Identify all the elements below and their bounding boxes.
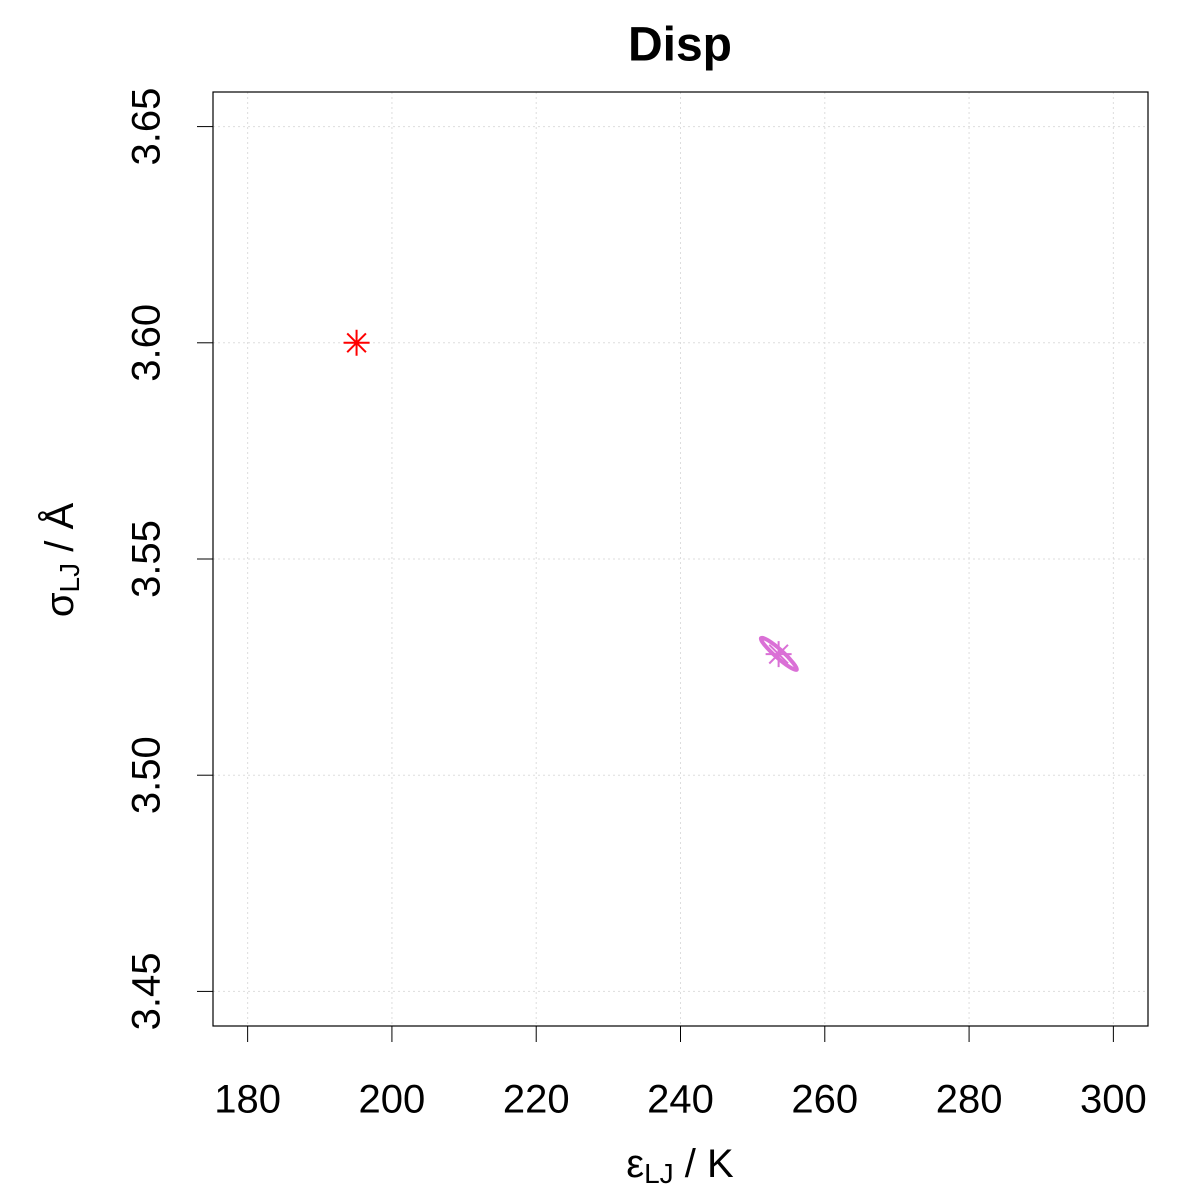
x-label-subscript: LJ [644, 1158, 674, 1189]
contour [758, 635, 799, 672]
y-tick-label: 3.45 [125, 952, 169, 1030]
y-label-rest: / Å [37, 503, 82, 563]
x-label-rest: / K [674, 1142, 734, 1186]
y-axis-label: σLJ / Å [37, 503, 86, 618]
x-tick-label: 260 [791, 1078, 858, 1122]
y-tick-label: 3.50 [125, 736, 169, 814]
point [343, 329, 370, 356]
y-tick-label: 3.55 [125, 520, 169, 598]
x-tick-label: 200 [359, 1078, 426, 1122]
y-tick-label: 3.60 [125, 304, 169, 382]
x-axis-label: εLJ / K [626, 1142, 734, 1190]
x-tick-label: 280 [936, 1078, 1003, 1122]
x-tick-label: 220 [503, 1078, 570, 1122]
y-tick-label: 3.65 [125, 88, 169, 166]
y-label-symbol: σ [38, 592, 82, 617]
plot-frame [212, 91, 1149, 1027]
chart-title: Disp [628, 19, 732, 72]
y-label-subscript: LJ [54, 563, 85, 593]
x-tick-label: 240 [647, 1078, 714, 1122]
x-tick-label: 180 [214, 1078, 281, 1122]
x-tick-label: 300 [1080, 1078, 1147, 1122]
x-label-symbol: ε [626, 1142, 644, 1186]
point [765, 641, 792, 668]
